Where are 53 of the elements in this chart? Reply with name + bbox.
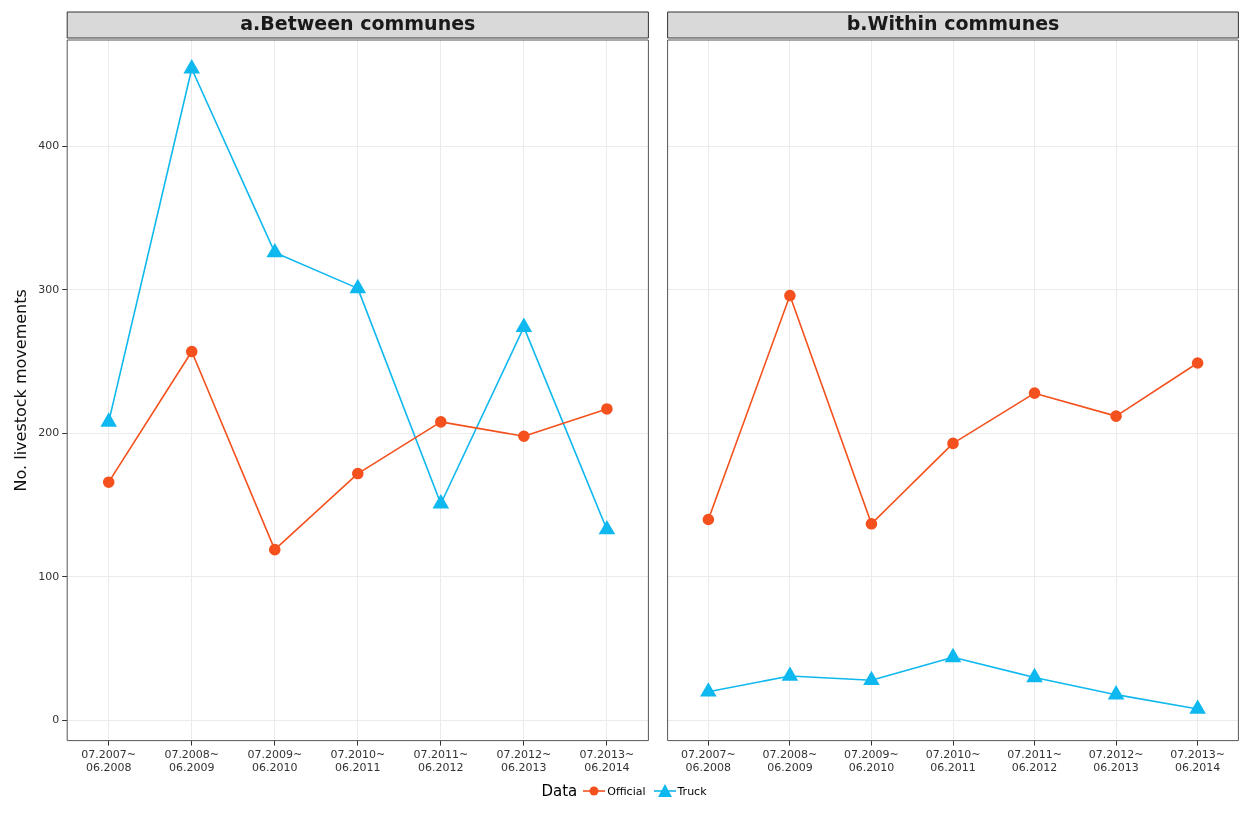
y-tick-label: 100 (38, 569, 60, 583)
legend-title: Data (541, 782, 578, 800)
legend-label: Official (607, 784, 646, 798)
y-tick-label: 0 (52, 713, 60, 727)
point (267, 243, 283, 258)
x-tick-label: 07.2011~ 06.2012 (413, 748, 469, 775)
point (268, 543, 281, 556)
point (350, 279, 366, 294)
x-tick-label: 07.2010~ 06.2011 (330, 748, 386, 775)
point (433, 494, 449, 509)
x-tick-label: 07.2008~ 06.2009 (164, 748, 220, 775)
x-tick-label: 07.2012~ 06.2013 (496, 748, 552, 775)
point (702, 513, 715, 526)
x-tick-label: 07.2013~ 06.2014 (1170, 748, 1225, 775)
point (184, 59, 200, 74)
x-tick-label: 07.2007~ 06.2008 (81, 748, 137, 775)
y-axis-title: No. livestock movements (10, 289, 30, 492)
point (352, 467, 364, 480)
point (865, 518, 878, 530)
point (601, 403, 613, 415)
x-tick-label: 07.2011~ 06.2012 (1007, 748, 1062, 775)
y-tick-label: 300 (38, 282, 60, 296)
point (1110, 410, 1122, 422)
point (863, 671, 880, 686)
point (784, 289, 796, 302)
point (599, 520, 615, 535)
point (1026, 668, 1043, 683)
x-tick-label: 07.2012~ 06.2013 (1088, 748, 1144, 775)
point (700, 682, 717, 697)
x-tick-label: 07.2010~ 06.2011 (925, 748, 981, 775)
point (782, 667, 798, 681)
point (945, 648, 961, 663)
point (100, 413, 117, 427)
point (516, 318, 532, 332)
point (1191, 357, 1204, 369)
point (1189, 700, 1206, 714)
point (185, 345, 198, 358)
point (435, 416, 447, 428)
x-tick-label: 07.2007~ 06.2008 (681, 748, 736, 775)
x-tick-label: 07.2009~ 06.2010 (844, 748, 899, 775)
point (518, 430, 530, 443)
chart-title: b.Within communes (846, 11, 1060, 34)
point (1108, 685, 1124, 700)
x-tick-label: 07.2008~ 06.2009 (762, 748, 818, 775)
legend-label: Truck (677, 784, 707, 798)
y-tick-label: 400 (38, 139, 60, 153)
x-tick-label: 07.2013~ 06.2014 (579, 748, 635, 775)
point (1028, 387, 1041, 399)
point (947, 437, 959, 450)
y-tick-label: 200 (38, 426, 60, 440)
chart-title: a.Between communes (240, 11, 476, 34)
x-tick-label: 07.2009~ 06.2010 (247, 748, 303, 775)
point (102, 476, 115, 488)
